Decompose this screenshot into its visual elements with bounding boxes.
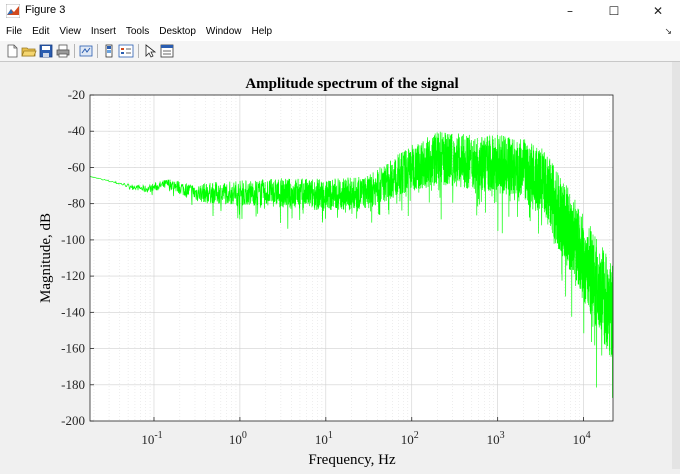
x-axis-label: Frequency, Hz [308, 452, 396, 468]
chart-title: Amplitude spectrum of the signal [245, 76, 458, 92]
menu-edit[interactable]: Edit [32, 26, 50, 37]
minimize-button[interactable]: – [567, 4, 573, 18]
toolbar-separator [74, 44, 75, 58]
window-title-bar: Figure 3 – ☐ ✕ [0, 0, 680, 22]
x-axis-ticks: 10-1 100 101 102 103 104 [141, 417, 591, 447]
menu-desktop[interactable]: Desktop [159, 26, 196, 37]
amplitude-spectrum-chart[interactable]: Amplitude spectrum of the signal -20-40-… [0, 62, 672, 469]
insert-colorbar-icon[interactable] [101, 43, 117, 59]
plot-frame [89, 94, 614, 422]
print-icon[interactable] [55, 43, 71, 59]
y-tick-label: -100 [61, 232, 85, 247]
property-inspector-icon[interactable] [159, 43, 175, 59]
dock-figure-icon[interactable]: ↘ [664, 26, 672, 36]
x-tick-label: 103 [487, 430, 505, 447]
spectrum-line [89, 131, 614, 398]
y-axis-ticks: -20 -40 -60 -80 -100 -120 -140 -160 -180 -200 [61, 87, 94, 428]
y-axis-label: Magnitude, dB [38, 213, 54, 303]
menu-file[interactable]: File [6, 26, 23, 37]
new-figure-icon[interactable] [4, 43, 20, 59]
y-tick-label: -180 [61, 377, 85, 392]
x-tick-label: 101 [315, 430, 333, 447]
y-tick-label: -20 [68, 87, 85, 102]
y-tick-label: -140 [61, 304, 85, 319]
window-right-edge [672, 62, 680, 469]
link-plot-icon[interactable] [78, 43, 94, 59]
y-tick-label: -160 [61, 341, 85, 356]
edit-plot-pointer-icon[interactable] [142, 43, 158, 59]
minor-gridlines [93, 95, 610, 421]
menu-insert[interactable]: Insert [90, 26, 116, 37]
menu-help[interactable]: Help [251, 26, 273, 37]
maximize-button[interactable]: ☐ [608, 4, 620, 18]
x-tick-label: 104 [573, 430, 591, 447]
insert-legend-icon[interactable] [118, 43, 134, 59]
menu-tools[interactable]: Tools [125, 26, 150, 37]
menu-view[interactable]: View [59, 26, 81, 37]
close-button[interactable]: ✕ [652, 4, 664, 18]
x-tick-label: 10-1 [141, 430, 162, 447]
y-tick-label: -80 [68, 196, 85, 211]
menu-window[interactable]: Window [205, 26, 242, 37]
matlab-app-icon [6, 4, 20, 18]
y-tick-label: -120 [61, 268, 85, 283]
y-tick-label: -200 [61, 413, 85, 428]
open-file-icon[interactable] [21, 43, 37, 59]
x-tick-label: 100 [229, 430, 247, 447]
figure-toolbar [0, 41, 680, 62]
save-icon[interactable] [38, 43, 54, 59]
x-tick-label: 102 [401, 430, 419, 447]
figure-canvas: Amplitude spectrum of the signal -20 -40-… [0, 62, 672, 469]
toolbar-separator [97, 44, 98, 58]
menu-bar: File Edit View Insert Tools Desktop Wind… [0, 22, 680, 41]
window-title: Figure 3 [25, 4, 66, 16]
y-tick-label: -60 [68, 159, 85, 174]
spectrum-series [89, 131, 614, 398]
toolbar-separator [138, 44, 139, 58]
y-tick-label: -40 [68, 123, 85, 138]
